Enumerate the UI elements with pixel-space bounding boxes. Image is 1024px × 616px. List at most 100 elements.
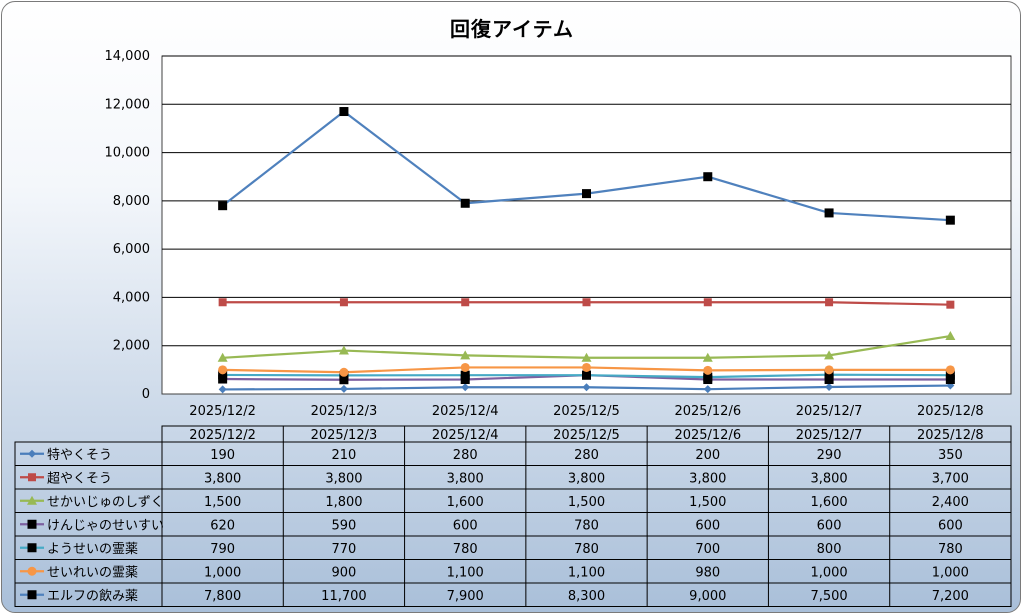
data-point — [218, 298, 227, 307]
data-table: 2025/12/2 2025/12/3 2025/12/4 2025/12/5 2025… — [14, 425, 1012, 607]
chart-title: 回復アイテム — [450, 17, 574, 41]
data-point — [461, 383, 470, 392]
legend-key-marker — [27, 566, 37, 576]
data-label: 200 — [695, 448, 720, 463]
data-label: 11,700 — [321, 589, 367, 604]
data-point — [218, 365, 228, 375]
data-label: 7,900 — [447, 589, 484, 604]
y-tick-label: 4,000 — [113, 290, 150, 305]
data-label: 590 — [332, 518, 357, 533]
data-point — [218, 385, 227, 394]
data-point — [218, 370, 228, 380]
data-point — [702, 352, 713, 362]
legend-key-marker — [28, 449, 36, 458]
legend-key-marker — [27, 543, 37, 553]
data-point — [824, 370, 834, 380]
data-point — [945, 365, 955, 375]
x-tick-label: 2025/12/4 — [432, 404, 499, 419]
data-label: 7,800 — [204, 589, 241, 604]
data-label: 7,200 — [932, 589, 969, 604]
y-tick-label: 14,000 — [105, 49, 151, 64]
data-point — [703, 298, 712, 307]
y-tick-label: 0 — [142, 387, 150, 402]
data-label: 190 — [210, 448, 235, 463]
data-label: 1,000 — [204, 565, 241, 580]
data-label: 1,000 — [810, 565, 847, 580]
data-point — [824, 208, 834, 218]
table-header-cell: 2025/12/7 — [796, 428, 863, 443]
data-point — [703, 385, 712, 394]
data-label: 350 — [938, 448, 963, 463]
data-point — [218, 201, 228, 211]
data-point — [946, 300, 955, 309]
data-label: 620 — [210, 518, 235, 533]
data-label: 210 — [332, 448, 357, 463]
data-label: 900 — [332, 565, 357, 580]
data-point — [339, 384, 348, 393]
data-point — [825, 382, 834, 391]
data-label: 3,800 — [325, 471, 362, 486]
y-tick-label: 10,000 — [105, 146, 151, 161]
data-label: 3,800 — [568, 471, 605, 486]
table-header-cell: 2025/12/5 — [553, 428, 620, 443]
data-point — [460, 350, 471, 360]
data-label: 780 — [453, 542, 478, 557]
table-header-cell: 2025/12/4 — [432, 428, 499, 443]
legend-key-marker — [27, 519, 37, 529]
data-label: 770 — [332, 542, 357, 557]
data-label: 280 — [453, 448, 478, 463]
data-label: 790 — [210, 542, 235, 557]
data-label: 780 — [574, 518, 599, 533]
y-tick-label: 6,000 — [113, 242, 150, 257]
data-point — [703, 172, 713, 182]
data-point — [945, 370, 955, 380]
data-label: 3,800 — [447, 471, 484, 486]
data-point — [703, 365, 713, 375]
data-label: 780 — [574, 542, 599, 557]
x-tick-label: 2025/12/6 — [674, 404, 741, 419]
series-name: せかいじゅのしずく — [47, 495, 164, 510]
data-point — [339, 298, 348, 307]
data-point — [582, 362, 591, 372]
data-point — [703, 372, 713, 382]
data-point — [339, 107, 349, 117]
data-label: 1,000 — [932, 565, 969, 580]
data-label: 1,500 — [689, 495, 726, 510]
data-label: 7,500 — [810, 589, 847, 604]
data-point — [460, 198, 470, 208]
data-point — [582, 383, 591, 392]
data-label: 600 — [817, 518, 842, 533]
x-tick-label: 2025/12/7 — [796, 404, 863, 419]
data-label: 1,800 — [325, 495, 362, 510]
data-point — [338, 345, 349, 355]
x-tick-label: 2025/12/3 — [311, 404, 378, 419]
x-tick-label: 2025/12/8 — [917, 404, 984, 419]
y-tick-label: 2,000 — [113, 339, 150, 354]
data-point — [461, 298, 470, 307]
data-label: 3,800 — [204, 471, 241, 486]
plot-area — [161, 55, 1012, 395]
data-label: 700 — [695, 542, 720, 557]
data-label: 780 — [938, 542, 963, 557]
data-label: 1,600 — [810, 495, 847, 510]
series-name: せいれいの霊薬 — [47, 565, 138, 580]
data-label: 1,500 — [568, 495, 605, 510]
table-header-cell: 2025/12/8 — [917, 428, 984, 443]
data-label: 980 — [695, 565, 720, 580]
data-point — [824, 350, 835, 360]
data-point — [824, 375, 834, 385]
y-tick-label: 12,000 — [105, 97, 151, 112]
data-point — [582, 370, 591, 380]
data-label: 600 — [695, 518, 720, 533]
data-label: 290 — [817, 448, 842, 463]
data-point — [217, 352, 228, 362]
x-tick-label: 2025/12/5 — [553, 404, 620, 419]
data-point — [582, 189, 591, 199]
data-label: 3,700 — [932, 471, 969, 486]
data-point — [582, 298, 591, 307]
legend-key-marker — [28, 473, 36, 482]
data-point — [945, 215, 955, 225]
data-point — [825, 298, 834, 307]
data-label: 1,100 — [447, 565, 484, 580]
